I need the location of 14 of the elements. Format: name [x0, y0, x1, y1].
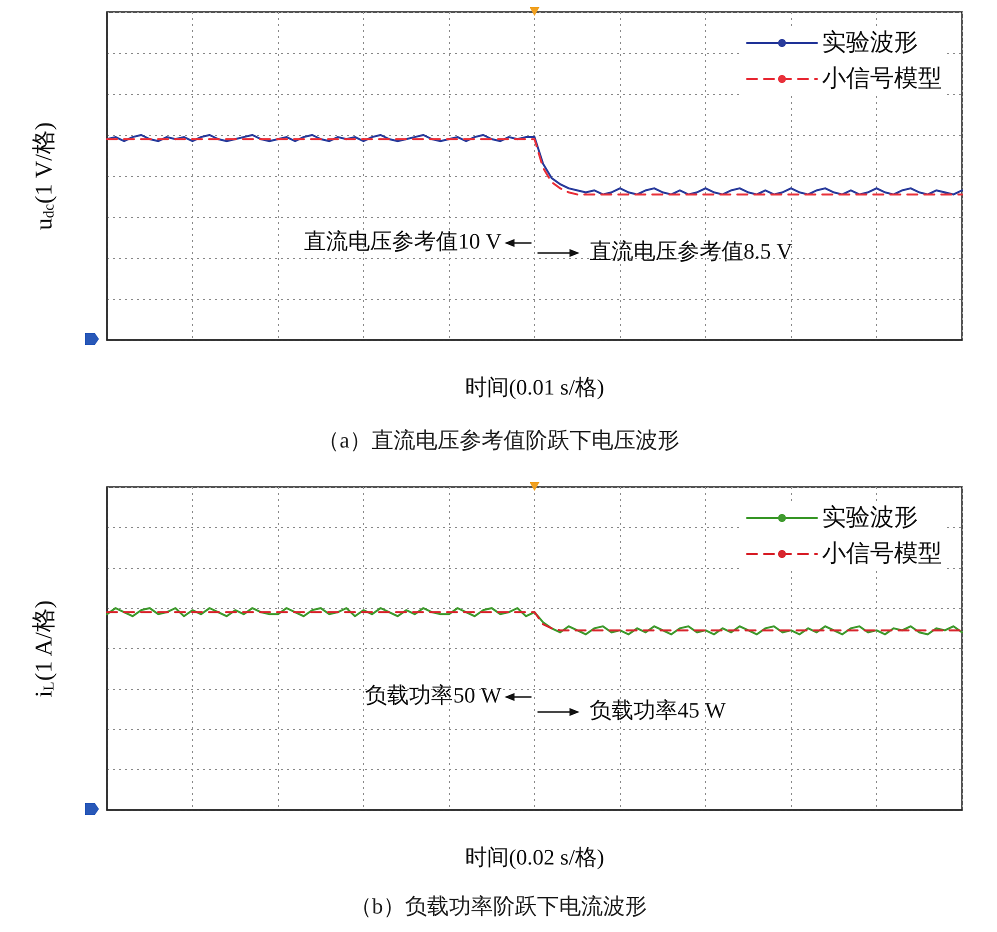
- legend-label: 实验波形: [822, 29, 918, 56]
- annotation: 负载功率45 W: [590, 698, 726, 722]
- text: （b）负载功率阶跃下电流波形: [350, 894, 647, 918]
- x-axis-title: 时间(0.02 s/格): [464, 844, 604, 870]
- legend-label: 小信号模型: [822, 66, 942, 92]
- annotation: 负载功率50 W: [365, 682, 502, 708]
- annotation: 直流电压参考值10 V: [304, 228, 502, 254]
- x-axis-title: 时间(0.01 s/格): [464, 374, 604, 400]
- y-axis-title: udc(1 V/格): [32, 122, 58, 230]
- text: （a）直流电压参考值阶跃下电压波形: [318, 428, 680, 452]
- legend-label: 小信号模型: [822, 541, 942, 567]
- legend-label: 实验波形: [822, 504, 918, 531]
- annotation: 直流电压参考值8.5 V: [590, 238, 792, 264]
- y-axis-title: iL(1 A/格): [32, 600, 58, 698]
